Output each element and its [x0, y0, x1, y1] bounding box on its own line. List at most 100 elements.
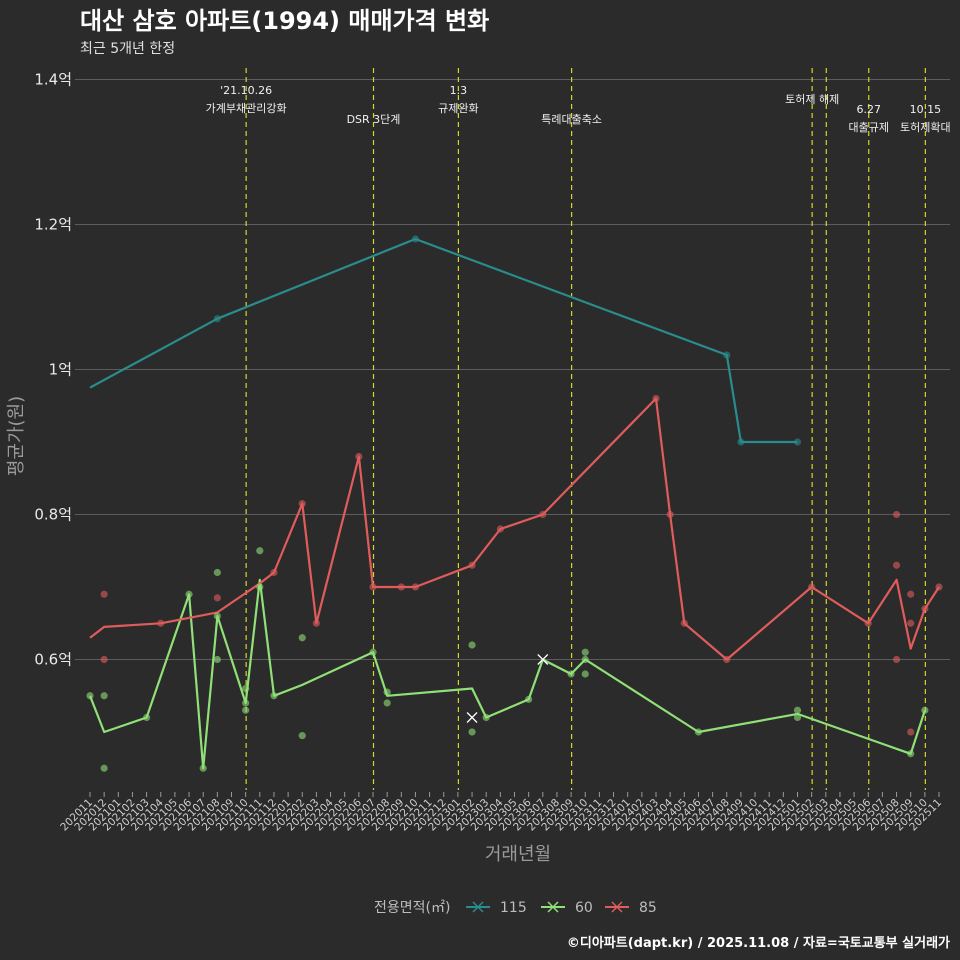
data-point-85 — [666, 510, 674, 519]
data-point-60 — [694, 728, 703, 736]
data-point-115 — [793, 438, 802, 446]
data-point-60 — [383, 688, 391, 696]
chart-subtitle: 최근 5개년 한정 — [80, 41, 175, 57]
data-point-85 — [355, 452, 363, 461]
cross-stroke — [466, 712, 478, 723]
data-point-60 — [213, 655, 221, 664]
data-point-115 — [213, 315, 221, 323]
data-point-85 — [100, 655, 108, 664]
data-point-85 — [270, 568, 278, 577]
y-axis-title: 평균가(원) — [6, 396, 27, 476]
data-point-85 — [157, 619, 165, 627]
cross-marker-60 — [466, 712, 478, 723]
data-point-85 — [496, 525, 504, 533]
data-point-60 — [213, 568, 221, 577]
data-point-85 — [907, 728, 915, 736]
data-point-85 — [652, 394, 660, 403]
event-name-label: DSR 3단계 — [347, 113, 401, 126]
data-point-60 — [100, 692, 108, 700]
data-point-85 — [213, 594, 221, 602]
cross-marker-60 — [537, 654, 549, 665]
data-point-85 — [892, 561, 901, 569]
data-point-60 — [199, 764, 207, 772]
data-point-115 — [723, 351, 731, 359]
series-line-115 — [89, 237, 798, 444]
data-point-85 — [680, 619, 688, 627]
data-point-85 — [723, 655, 731, 664]
data-point-60 — [369, 648, 377, 656]
data-point-85 — [921, 605, 929, 613]
legend-swatch-cross — [611, 901, 623, 913]
data-point-60 — [298, 634, 306, 642]
data-point-115 — [411, 235, 420, 243]
chart-title: 대산 삼호 아파트(1994) 매매가격 변화 — [80, 7, 489, 35]
cross-stroke — [537, 654, 549, 665]
data-point-85 — [468, 561, 476, 569]
data-point-60 — [581, 670, 589, 678]
data-point-85 — [864, 619, 872, 627]
event-date-label: 10.15 — [910, 103, 942, 116]
data-point-85 — [312, 619, 320, 627]
event-date-label: 1.3 — [450, 84, 468, 97]
y-tick-label: 0.8억 — [34, 506, 72, 524]
data-point-85 — [397, 583, 405, 591]
event-date-label: '21.10.26 — [220, 84, 272, 97]
gridlines — [75, 79, 950, 660]
data-point-60 — [242, 699, 250, 707]
legend-item-60: 60 — [541, 900, 593, 916]
legend-swatch-cross — [547, 901, 559, 913]
y-axis-ticks: 0.6억 0.8억 1억 1.2억 1.4억 — [34, 71, 72, 669]
series-line-60 — [88, 578, 926, 770]
event-name-label: 토허제 해제 — [785, 92, 839, 106]
data-point-85 — [539, 510, 547, 519]
data-point-85 — [369, 583, 377, 591]
data-point-115 — [737, 438, 745, 446]
data-point-60 — [921, 706, 929, 714]
data-point-85 — [298, 500, 306, 508]
legend-swatch-cross — [472, 901, 484, 913]
y-tick-label: 1.4억 — [34, 71, 72, 89]
event-name-label: 특례대출축소 — [541, 113, 602, 126]
legend-label: 115 — [500, 900, 527, 916]
data-point-85 — [411, 583, 420, 591]
x-axis-ticks: 2020112020122021012021022021032021042021… — [58, 792, 944, 833]
data-point-85 — [892, 655, 901, 664]
data-point-60 — [143, 713, 151, 722]
y-tick-label: 1.2억 — [34, 216, 72, 234]
data-point-60 — [793, 706, 802, 714]
data-point-85 — [892, 510, 901, 519]
data-point-60 — [270, 692, 278, 700]
data-point-60 — [298, 732, 306, 740]
data-point-60 — [242, 684, 250, 693]
data-point-60 — [213, 612, 221, 620]
data-point-60 — [581, 648, 589, 656]
event-name-label: 토허제확대 — [900, 121, 951, 134]
data-point-85 — [907, 619, 915, 627]
data-point-60 — [907, 750, 915, 758]
event-name-label: 규제완화 — [438, 102, 478, 115]
x-axis-title: 거래년월 — [485, 844, 551, 865]
data-point-85 — [907, 590, 915, 598]
data-point-60 — [86, 692, 94, 700]
series-points — [86, 235, 943, 772]
data-point-60 — [581, 655, 589, 664]
data-point-60 — [256, 547, 264, 555]
data-point-85 — [808, 583, 816, 591]
data-point-60 — [242, 706, 250, 714]
event-date-label: 6.27 — [857, 103, 882, 116]
legend: 전용면적(㎡) 115 60 85 — [374, 900, 657, 916]
legend-label: 85 — [639, 900, 657, 916]
data-point-85 — [100, 590, 108, 598]
legend-item-115: 115 — [466, 900, 527, 916]
y-tick-label: 1억 — [49, 361, 72, 379]
data-point-60 — [468, 641, 476, 649]
event-name-label: 대출규제 — [849, 121, 889, 134]
data-point-60 — [383, 699, 391, 707]
data-point-60 — [482, 713, 490, 722]
data-point-60 — [256, 583, 264, 591]
data-point-60 — [793, 713, 802, 722]
data-point-60 — [100, 764, 108, 772]
legend-item-85: 85 — [605, 900, 657, 916]
